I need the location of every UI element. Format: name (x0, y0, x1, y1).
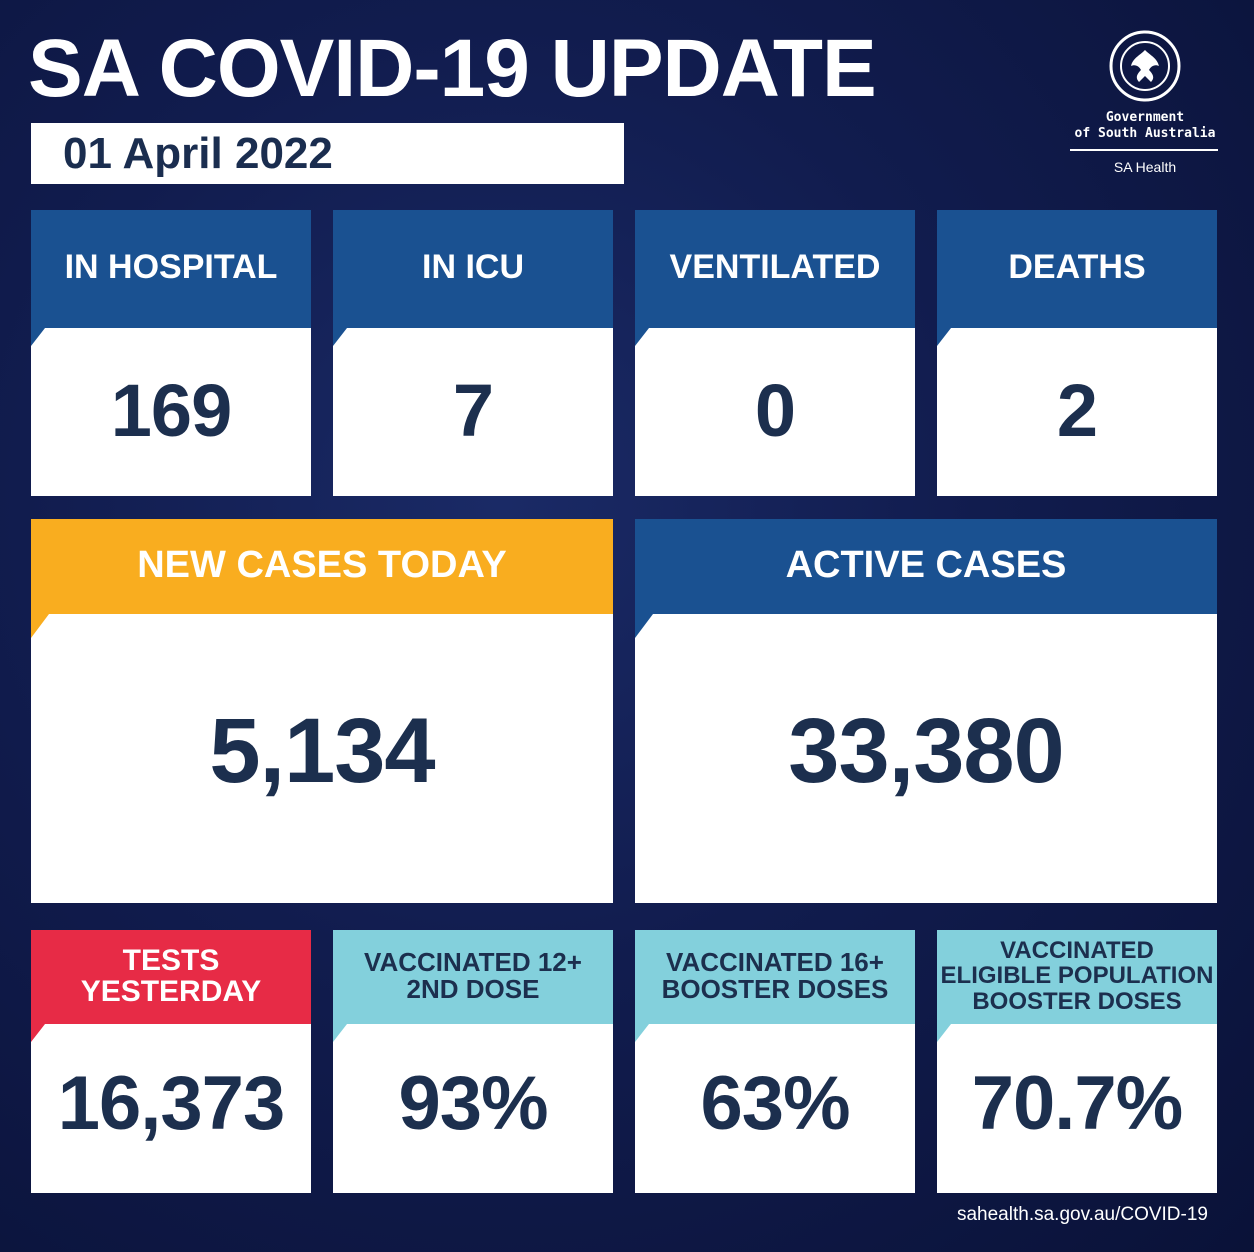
stat-label: IN ICU (333, 210, 613, 326)
stat-label: TESTS YESTERDAY (31, 930, 311, 1022)
stat-label: ACTIVE CASES (635, 519, 1217, 612)
government-line-1: Government (1105, 110, 1185, 125)
card-fold (31, 326, 311, 346)
department-name: SA Health (1113, 159, 1177, 175)
stat-label: DEATHS (937, 210, 1217, 326)
stat-label-line-1: TESTS (122, 943, 220, 977)
stat-card-vaccinated-12-plus: VACCINATED 12+ 2ND DOSE 93% (333, 930, 613, 1193)
south-australia-crest-icon (1109, 30, 1181, 102)
card-fold (635, 326, 915, 346)
stat-value: 7 (452, 369, 494, 452)
stat-value: 2 (1056, 369, 1098, 452)
stat-label: NEW CASES TODAY (31, 519, 613, 612)
stat-label-line-2: BOOSTER DOSES (661, 974, 889, 1004)
government-logo: Government of South Australia SA Health (1060, 28, 1230, 188)
stat-value: 33,380 (788, 700, 1064, 802)
stat-label-line-3: BOOSTER DOSES (972, 987, 1182, 1015)
card-fold (937, 1022, 1217, 1042)
stat-card-deaths: DEATHS 2 (937, 210, 1217, 496)
stat-value: 93% (398, 1061, 548, 1146)
stat-card-eligible-booster: VACCINATED ELIGIBLE POPULATION BOOSTER D… (937, 930, 1217, 1193)
stat-label: VENTILATED (635, 210, 915, 326)
logo-divider (1070, 149, 1218, 151)
stat-label: IN HOSPITAL (31, 210, 311, 326)
stat-value: 16,373 (57, 1061, 285, 1146)
stat-value: 0 (754, 369, 796, 452)
stat-label-line-2: ELIGIBLE POPULATION (940, 962, 1214, 990)
government-line-2: of South Australia (1074, 126, 1216, 141)
stat-label-line-2: YESTERDAY (80, 975, 262, 1008)
stat-card-tests-yesterday: TESTS YESTERDAY 16,373 (31, 930, 311, 1193)
card-fold (31, 612, 613, 638)
stat-card-ventilated: VENTILATED 0 (635, 210, 915, 496)
stat-card-vaccinated-16-plus-booster: VACCINATED 16+ BOOSTER DOSES 63% (635, 930, 915, 1193)
card-fold (635, 1022, 915, 1042)
card-fold (333, 326, 613, 346)
card-fold (635, 612, 1217, 638)
date-banner: 01 April 2022 (31, 123, 624, 184)
stat-value: 63% (700, 1061, 850, 1146)
card-fold (31, 1022, 311, 1042)
footer-url[interactable]: sahealth.sa.gov.au/COVID-19 (956, 1204, 1208, 1225)
stat-card-active-cases: ACTIVE CASES 33,380 (635, 519, 1217, 903)
stat-value: 5,134 (209, 700, 435, 802)
stat-label: VACCINATED 16+ BOOSTER DOSES (635, 930, 915, 1022)
stat-card-new-cases: NEW CASES TODAY 5,134 (31, 519, 613, 903)
stat-label: VACCINATED 12+ 2ND DOSE (333, 930, 613, 1022)
stat-value: 169 (110, 369, 232, 452)
stat-label-line-2: 2ND DOSE (406, 974, 540, 1004)
stat-label-line-1: VACCINATED 12+ (364, 946, 582, 977)
stat-value: 70.7% (971, 1061, 1184, 1146)
report-date: 01 April 2022 (63, 129, 333, 178)
stat-card-in-icu: IN ICU 7 (333, 210, 613, 496)
page-title: SA COVID-19 UPDATE (28, 23, 877, 114)
stat-label: VACCINATED ELIGIBLE POPULATION BOOSTER D… (937, 930, 1217, 1022)
stat-card-in-hospital: IN HOSPITAL 169 (31, 210, 311, 496)
card-fold (333, 1022, 613, 1042)
card-fold (937, 326, 1217, 346)
stat-label-line-1: VACCINATED 16+ (666, 946, 884, 977)
stat-label-line-1: VACCINATED (1000, 937, 1154, 965)
